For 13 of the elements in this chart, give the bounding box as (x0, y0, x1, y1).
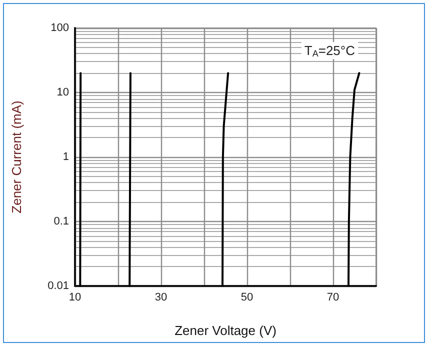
y-tick-label: 0.1 (54, 216, 69, 228)
y-tick-label: 1 (62, 151, 69, 163)
x-tick-label: 70 (326, 292, 340, 304)
line-series (347, 72, 360, 287)
x-axis-title: Zener Voltage (V) (174, 323, 276, 338)
x-tick-label: 50 (240, 292, 254, 304)
y-tick-label: 100 (50, 22, 69, 34)
x-tick-label: 30 (154, 292, 168, 304)
y-tick-label: 10 (56, 86, 69, 98)
y-tick-label: 0.01 (48, 280, 69, 292)
x-tick-label: 10 (68, 292, 82, 304)
line-series (221, 72, 230, 287)
y-axis-title: Zener Current (mA) (9, 100, 24, 214)
